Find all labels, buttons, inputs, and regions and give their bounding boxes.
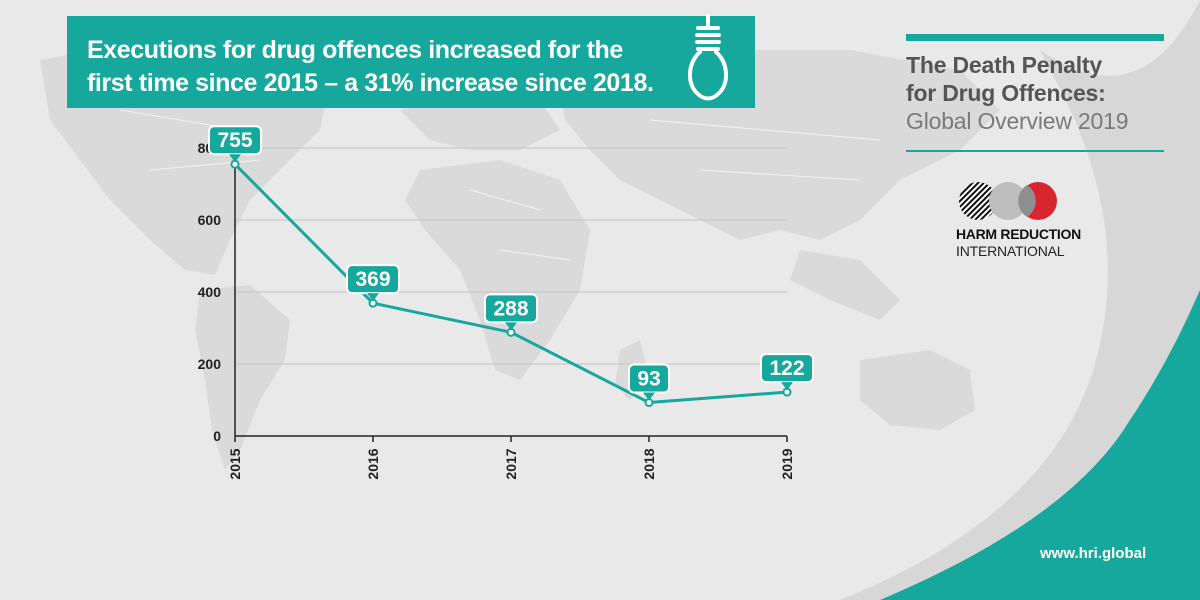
- y-tick-label: 0: [213, 428, 221, 444]
- data-label-pointer: [643, 392, 655, 401]
- grid-lines: [235, 147, 787, 365]
- y-tick-label: 200: [198, 356, 222, 372]
- data-label: 369: [346, 264, 400, 302]
- data-label-text: 122: [769, 357, 804, 380]
- x-tick-label: 2017: [503, 448, 519, 479]
- data-label: 288: [484, 293, 538, 331]
- website-url: www.hri.global: [1040, 545, 1147, 562]
- data-label: 755: [208, 125, 262, 163]
- org-name-line-2: INTERNATIONAL: [956, 243, 1065, 259]
- report-subtitle: Global Overview 2019: [906, 108, 1129, 134]
- data-label-text: 288: [493, 297, 528, 320]
- data-label-text: 755: [217, 129, 252, 152]
- x-tick-label: 2019: [779, 448, 795, 479]
- x-tick-label: 2016: [365, 448, 381, 479]
- series-executions: [230, 159, 792, 408]
- org-name-line-1: HARM REDUCTION: [956, 226, 1081, 242]
- data-labels: 755 369 288 93 122: [208, 125, 814, 401]
- report-title-block: The Death Penalty for Drug Offences: Glo…: [906, 34, 1164, 152]
- headline-banner: Executions for drug offences increased f…: [67, 16, 755, 108]
- report-title-line-1: The Death Penalty: [906, 52, 1102, 78]
- x-tick-label: 2015: [227, 448, 243, 479]
- data-label-pointer: [229, 154, 241, 163]
- report-title-line-2: for Drug Offences:: [906, 80, 1106, 106]
- data-label-pointer: [505, 322, 517, 331]
- noose-icon: [688, 14, 728, 101]
- data-label-pointer: [781, 382, 793, 391]
- data-label: 93: [628, 363, 670, 401]
- axes: 020040060080020152016201720182019: [198, 140, 795, 480]
- y-tick-label: 600: [198, 212, 222, 228]
- hri-logo: [959, 182, 1057, 220]
- series-line: [233, 163, 788, 405]
- x-tick-label: 2018: [641, 448, 657, 479]
- y-tick-label: 400: [198, 284, 222, 300]
- data-label-text: 369: [355, 268, 390, 291]
- data-label-text: 93: [637, 368, 660, 391]
- headline-line-2: first time since 2015 – a 31% increase s…: [87, 69, 654, 97]
- data-label: 122: [760, 353, 814, 391]
- headline-line-1: Executions for drug offences increased f…: [87, 36, 623, 64]
- data-label-pointer: [367, 293, 379, 302]
